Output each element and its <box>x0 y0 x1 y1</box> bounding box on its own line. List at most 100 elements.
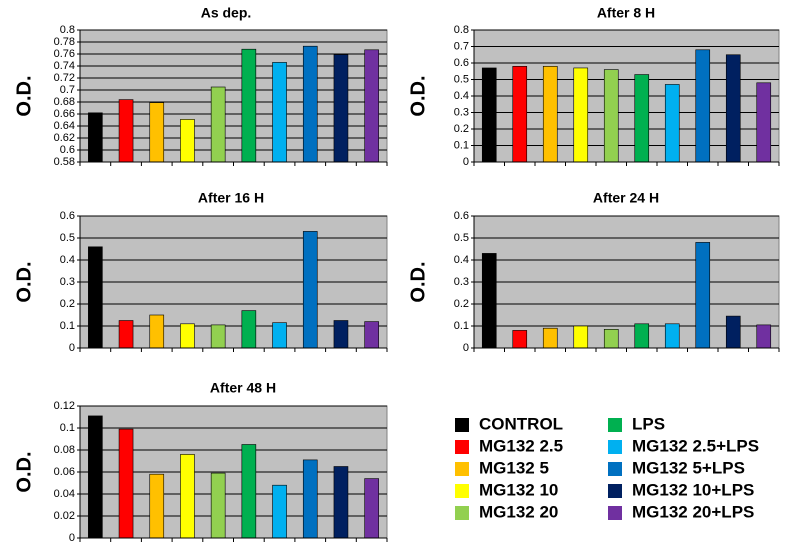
y-tick-label: 0 <box>463 156 469 168</box>
legend-swatch <box>455 418 469 432</box>
y-tick-label: 0.68 <box>54 96 75 108</box>
bar <box>88 246 103 349</box>
bar <box>241 48 257 163</box>
y-tick-label: 0.1 <box>60 320 75 332</box>
bar <box>695 49 711 163</box>
legend-swatch <box>608 484 622 498</box>
bar <box>149 314 165 349</box>
bar <box>118 428 134 539</box>
y-tick-label: 0 <box>69 532 75 544</box>
chart-title: After 48 H <box>210 380 276 396</box>
bar <box>364 49 379 163</box>
bar <box>180 119 195 163</box>
y-tick-label: 0.76 <box>54 48 75 60</box>
y-tick-label: 0.3 <box>60 276 75 288</box>
legend-label: MG132 2.5 <box>479 436 563 455</box>
bar <box>180 454 195 539</box>
legend-label: CONTROL <box>479 414 563 433</box>
legend-label: MG132 10+LPS <box>632 480 754 499</box>
y-tick-label: 0.64 <box>54 120 75 132</box>
bar <box>210 86 226 163</box>
y-tick-label: 0.04 <box>54 488 75 500</box>
bar <box>333 320 349 349</box>
legend-label: MG132 10 <box>479 480 558 499</box>
bar <box>573 67 589 163</box>
y-tick-label: 0.58 <box>54 156 75 168</box>
y-tick-label: 0.4 <box>60 254 75 266</box>
bar <box>573 325 589 349</box>
y-tick-label: 0.7 <box>60 84 75 96</box>
chart-title: After 8 H <box>597 5 655 21</box>
bar <box>302 459 318 539</box>
bar <box>364 478 379 539</box>
legend-label: MG132 2.5+LPS <box>632 436 759 455</box>
chart-title: After 24 H <box>593 190 659 206</box>
y-tick-label: 0.02 <box>54 510 75 522</box>
bar <box>364 321 379 349</box>
chart-title: As dep. <box>201 5 252 21</box>
bar <box>118 320 134 349</box>
legend-swatch <box>455 484 469 498</box>
bar <box>603 328 619 349</box>
bar <box>664 323 680 349</box>
y-tick-label: 0.2 <box>454 123 469 135</box>
y-tick-label: 0.7 <box>454 40 469 52</box>
legend-label: MG132 20+LPS <box>632 502 754 521</box>
y-tick-label: 0.6 <box>60 144 75 156</box>
y-tick-label: 0.3 <box>454 106 469 118</box>
y-tick-label: 0.4 <box>454 90 469 102</box>
bar <box>634 323 650 349</box>
y-tick-label: 0.78 <box>54 36 75 48</box>
chart-title: After 16 H <box>198 190 264 206</box>
y-tick-label: 0.62 <box>54 132 75 144</box>
bar <box>512 66 528 163</box>
legend-swatch <box>455 462 469 476</box>
bar <box>180 323 195 349</box>
legend-swatch <box>608 462 622 476</box>
y-tick-label: 0.8 <box>60 24 75 36</box>
legend-swatch <box>608 440 622 454</box>
bar <box>481 67 497 163</box>
bar <box>88 415 103 539</box>
bar <box>542 66 558 163</box>
y-tick-label: 0 <box>69 342 75 354</box>
bar <box>333 54 349 163</box>
y-tick-label: 0.1 <box>454 139 469 151</box>
bar <box>756 82 772 163</box>
y-tick-label: 0.66 <box>54 108 75 120</box>
y-tick-label: 0.5 <box>60 232 75 244</box>
bar <box>725 315 741 349</box>
legend-label: MG132 20 <box>479 502 558 521</box>
y-axis-label: O.D. <box>407 75 429 116</box>
bar <box>725 54 741 163</box>
y-axis-label: O.D. <box>13 451 35 492</box>
bar <box>149 473 165 539</box>
legend-swatch <box>608 506 622 520</box>
y-tick-label: 0.1 <box>60 422 75 434</box>
y-tick-label: 0.06 <box>54 466 75 478</box>
y-tick-label: 0.1 <box>454 320 469 332</box>
legend-swatch <box>455 440 469 454</box>
y-tick-label: 0.2 <box>60 298 75 310</box>
bar <box>512 330 528 349</box>
bar <box>241 310 257 349</box>
y-tick-label: 0.08 <box>54 444 75 456</box>
y-axis-label: O.D. <box>13 75 35 116</box>
y-axis-label: O.D. <box>13 261 35 302</box>
bar <box>272 484 287 539</box>
bar <box>88 112 103 163</box>
y-tick-label: 0.72 <box>54 72 75 84</box>
legend-label: MG132 5+LPS <box>632 458 745 477</box>
bar <box>241 444 257 539</box>
legend-label: LPS <box>632 414 665 433</box>
y-tick-label: 0.5 <box>454 232 469 244</box>
bar <box>695 242 711 349</box>
legend-label: MG132 5 <box>479 458 549 477</box>
y-tick-label: 0.6 <box>454 57 469 69</box>
y-tick-label: 0.5 <box>454 73 469 85</box>
bar <box>272 322 287 349</box>
y-tick-label: 0.4 <box>454 254 469 266</box>
y-tick-label: 0.12 <box>54 400 75 412</box>
bar <box>756 324 772 349</box>
bar <box>481 253 497 349</box>
